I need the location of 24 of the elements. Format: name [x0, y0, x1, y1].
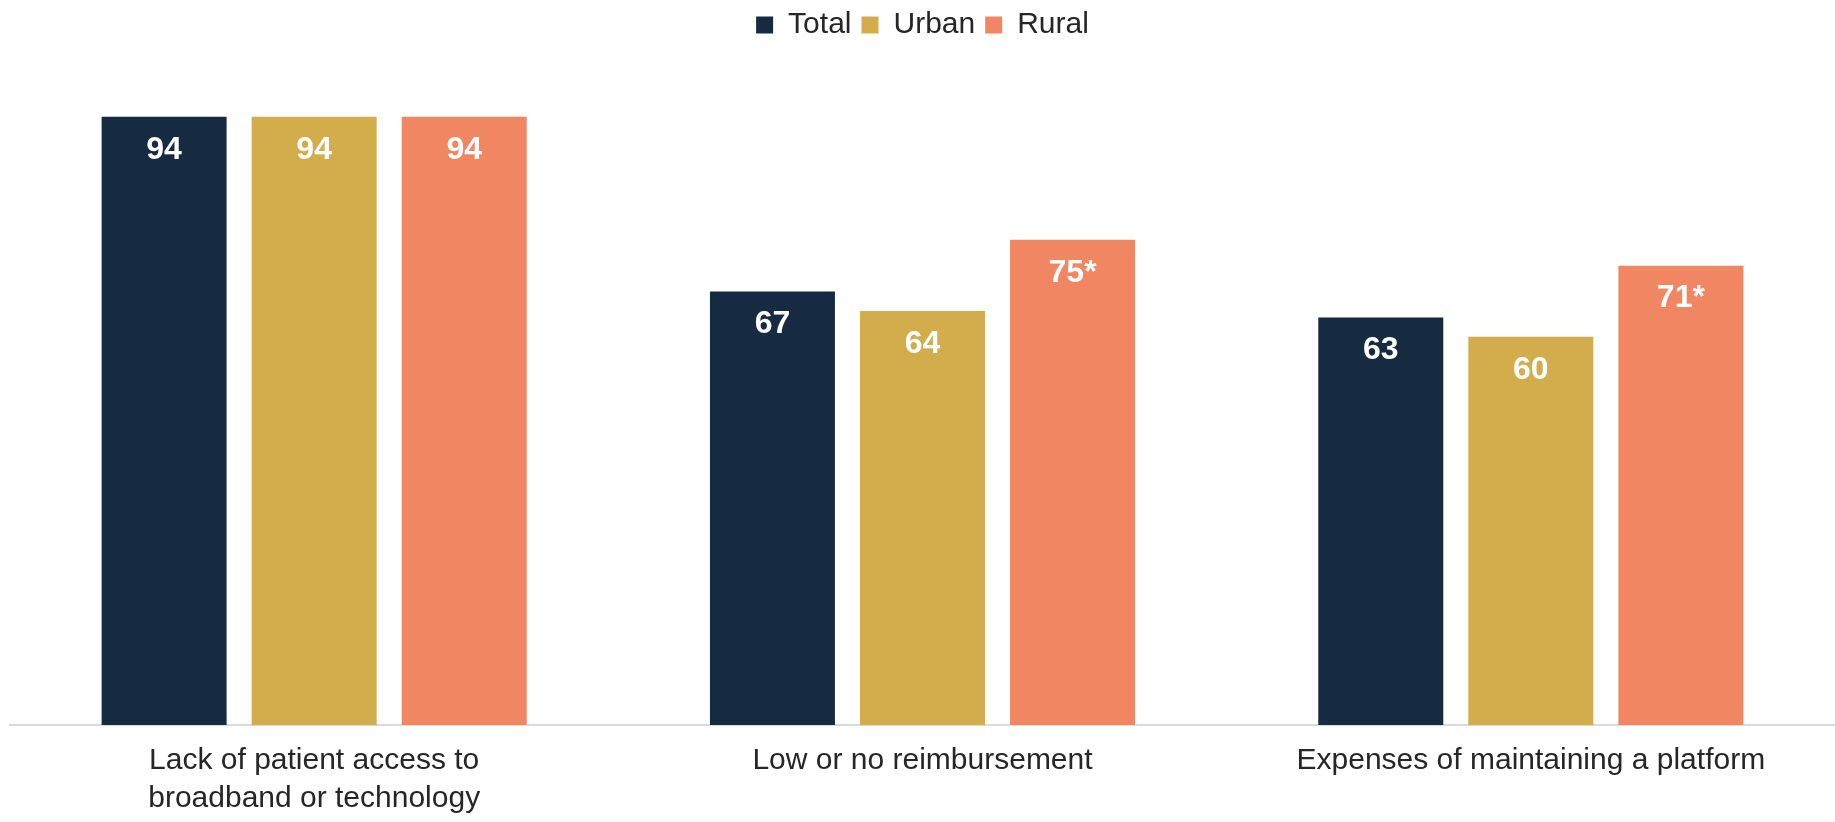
x-tick-label: Expenses of maintaining a platform — [1296, 742, 1766, 776]
bar — [1010, 239, 1136, 725]
data-label: 75* — [1048, 252, 1098, 289]
bar — [251, 116, 377, 725]
bar — [1468, 336, 1594, 725]
bar — [860, 310, 985, 725]
legend-label: Total — [788, 6, 852, 40]
bar — [1618, 265, 1744, 725]
x-tick-label: Low or no reimbursement — [752, 742, 1094, 776]
data-label: 71* — [1656, 278, 1706, 315]
x-tick-label: Lack of patient access to broadband or technology — [148, 742, 481, 813]
bar — [709, 291, 835, 725]
data-label: 94 — [296, 129, 333, 166]
bar — [401, 116, 527, 725]
data-label: 63 — [1362, 330, 1399, 367]
legend-label: Urban — [893, 6, 976, 40]
data-label: 94 — [146, 129, 183, 166]
data-label: 64 — [904, 323, 941, 360]
data-label: 94 — [446, 129, 483, 166]
data-label: 60 — [1513, 349, 1549, 386]
bar — [101, 116, 227, 725]
legend-label: Rural — [1017, 6, 1089, 40]
bar — [1318, 317, 1444, 725]
data-label: 67 — [754, 304, 791, 341]
